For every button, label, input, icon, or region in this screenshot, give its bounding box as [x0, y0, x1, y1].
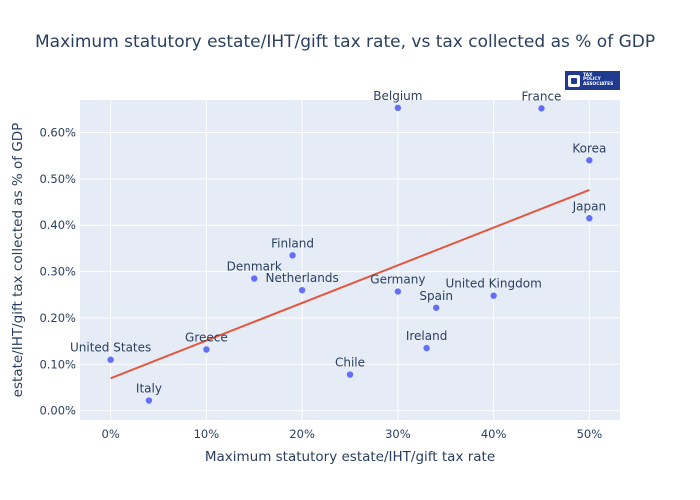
point-label: Germany: [370, 273, 425, 287]
data-point[interactable]: [538, 105, 545, 112]
point-label: United States: [70, 341, 151, 355]
data-point[interactable]: [289, 252, 296, 259]
point-label: Japan: [572, 199, 606, 213]
point-label: Italy: [136, 382, 162, 396]
data-point[interactable]: [490, 292, 497, 299]
point-label: Chile: [335, 356, 365, 370]
y-tick-label: 0.30%: [39, 265, 76, 279]
data-point[interactable]: [423, 344, 430, 352]
y-tick-label: 0.10%: [39, 357, 76, 371]
data-point[interactable]: [432, 304, 440, 311]
plot-area: [80, 100, 620, 420]
data-point[interactable]: [586, 157, 593, 164]
y-tick-label: 0.20%: [39, 311, 76, 325]
data-point[interactable]: [145, 397, 153, 404]
y-tick-label: 0.60%: [39, 125, 76, 139]
data-point[interactable]: [394, 288, 402, 295]
point-label: Ireland: [406, 329, 448, 343]
tax-policy-associates-logo: TAX POLICY ASSOCIATES: [565, 71, 620, 90]
x-tick-label: 20%: [289, 427, 315, 441]
data-point[interactable]: [298, 286, 306, 294]
point-label: United Kingdom: [445, 277, 541, 291]
logo-line-3: ASSOCIATES: [583, 81, 614, 87]
point-label: Finland: [271, 236, 314, 250]
x-tick-label: 40%: [481, 427, 507, 441]
axis-ticks: 0% 10% 20% 30% 40% 50% 0.00% 0.10% 0.20% 0.30% 0.4…: [39, 125, 602, 441]
data-point[interactable]: [346, 371, 354, 378]
point-label: Denmark: [227, 260, 282, 274]
point-label: Belgium: [373, 89, 422, 103]
y-tick-label: 0.40%: [39, 218, 76, 232]
y-tick-label: 0.50%: [39, 172, 76, 186]
x-tick-label: 10%: [194, 427, 220, 441]
trendline: [110, 189, 590, 380]
data-points: United States Italy Greece Denmark Finland Ne…: [70, 89, 606, 404]
point-label: Spain: [419, 289, 453, 303]
gridlines: [80, 100, 620, 420]
point-label: Netherlands: [266, 271, 339, 285]
x-axis-label: Maximum statutory estate/IHT/gift tax ra…: [205, 449, 495, 465]
point-label: Korea: [572, 141, 606, 155]
data-point[interactable]: [203, 346, 210, 353]
logo-text: TAX POLICY ASSOCIATES: [583, 72, 614, 88]
logo-mark-icon: [568, 74, 580, 87]
y-axis-label: estate/IHT/gift tax collected as % of GD…: [10, 123, 26, 398]
trendline-group: [110, 189, 590, 380]
x-tick-label: 0%: [102, 427, 120, 441]
y-tick-label: 0.00%: [39, 404, 76, 418]
point-label: France: [522, 89, 562, 103]
logo-line-2: POLICY: [583, 77, 601, 83]
chart-title: Maximum statutory estate/IHT/gift tax ra…: [35, 32, 656, 52]
x-tick-label: 30%: [385, 427, 411, 441]
data-point[interactable]: [586, 215, 593, 222]
data-point[interactable]: [251, 275, 258, 282]
logo-line-1: TAX: [583, 72, 593, 78]
data-point[interactable]: [107, 356, 114, 363]
point-label: Greece: [185, 331, 228, 345]
x-tick-label: 50%: [577, 427, 603, 441]
data-point[interactable]: [394, 104, 402, 112]
